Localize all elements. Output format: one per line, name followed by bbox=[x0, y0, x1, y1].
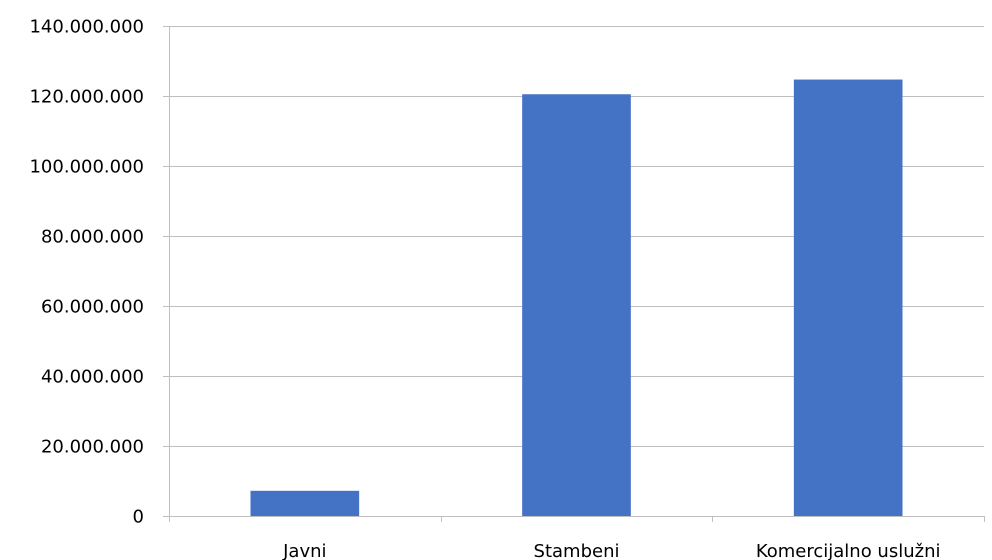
y-tick-label: 120.000.000 bbox=[29, 87, 144, 108]
y-tick-label: 0 bbox=[133, 507, 144, 528]
y-tick-label: 40.000.000 bbox=[41, 367, 144, 388]
bars bbox=[250, 79, 903, 517]
x-tick-label: Javni bbox=[282, 541, 326, 560]
y-tick-label: 80.000.000 bbox=[41, 227, 144, 248]
y-tick-label: 140.000.000 bbox=[29, 17, 144, 38]
bar-javni bbox=[250, 490, 360, 516]
y-axis-tick-labels: 0 20.000.000 40.000.000 60.000.000 80.000.00… bbox=[29, 17, 144, 528]
x-tick-label: Komercijalno uslužni bbox=[756, 541, 941, 560]
bar-komercijalno-uslužni bbox=[793, 79, 903, 517]
x-axis-tick-labels: Javni Stambeni Komercijalno uslužni bbox=[282, 541, 940, 560]
axes bbox=[163, 26, 985, 522]
y-tick-label: 20.000.000 bbox=[41, 437, 144, 458]
bar-stambeni bbox=[522, 94, 631, 516]
x-tick-label: Stambeni bbox=[534, 541, 620, 560]
y-tick-label: 100.000.000 bbox=[29, 157, 144, 178]
y-tick-label: 60.000.000 bbox=[41, 297, 144, 318]
